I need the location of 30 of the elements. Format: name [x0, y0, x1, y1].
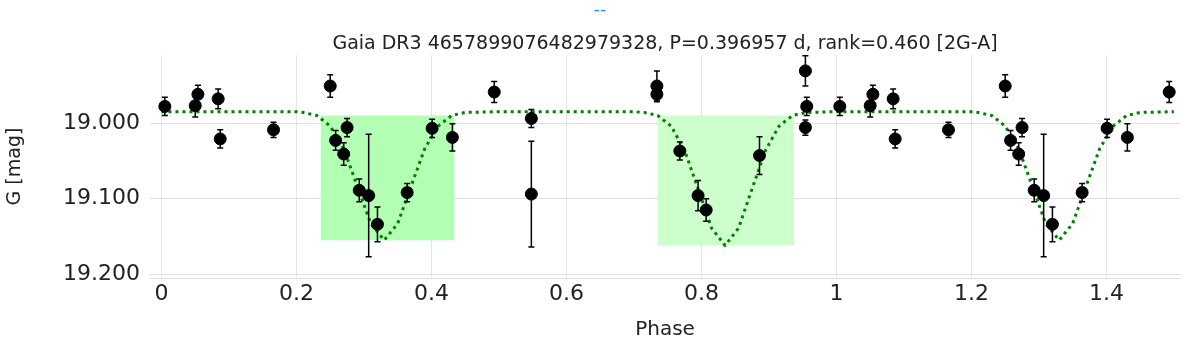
chart-subtitle: -- [593, 0, 607, 19]
x-tick-label: 0 [154, 279, 169, 305]
y-tick-label: 19.100 [63, 184, 140, 210]
x-axis-title: Phase [635, 316, 695, 341]
x-tick-label: 0.2 [278, 279, 314, 305]
point [1120, 130, 1134, 144]
x-tick-label: 0.4 [413, 279, 449, 305]
point [329, 133, 343, 147]
point [1004, 133, 1018, 147]
point [524, 187, 538, 201]
x-tick-label: 1 [829, 279, 844, 305]
chart-title: Gaia DR3 4657899076482979328, P=0.396957 d, rank=0.460 [2G-A] [332, 30, 998, 53]
x-tick-label: 1.2 [953, 279, 989, 305]
point [753, 149, 766, 163]
point [370, 217, 384, 231]
point [1012, 147, 1026, 161]
x-tick-label: 0.6 [548, 279, 584, 305]
point [445, 130, 459, 144]
x-tick-label: 0.8 [683, 279, 719, 305]
x-tick-label: 1.4 [1088, 279, 1124, 305]
point [800, 99, 814, 113]
point [337, 147, 351, 161]
y-axis-title: G [mag] [2, 127, 25, 206]
point [524, 112, 538, 125]
point [1045, 217, 1059, 231]
point [798, 64, 812, 78]
y-tick-label: 19.000 [63, 108, 140, 134]
point [362, 189, 376, 203]
point [1037, 189, 1051, 203]
y-tick-label: 19.200 [63, 259, 140, 285]
